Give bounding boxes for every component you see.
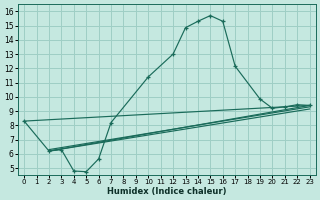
X-axis label: Humidex (Indice chaleur): Humidex (Indice chaleur): [107, 187, 227, 196]
